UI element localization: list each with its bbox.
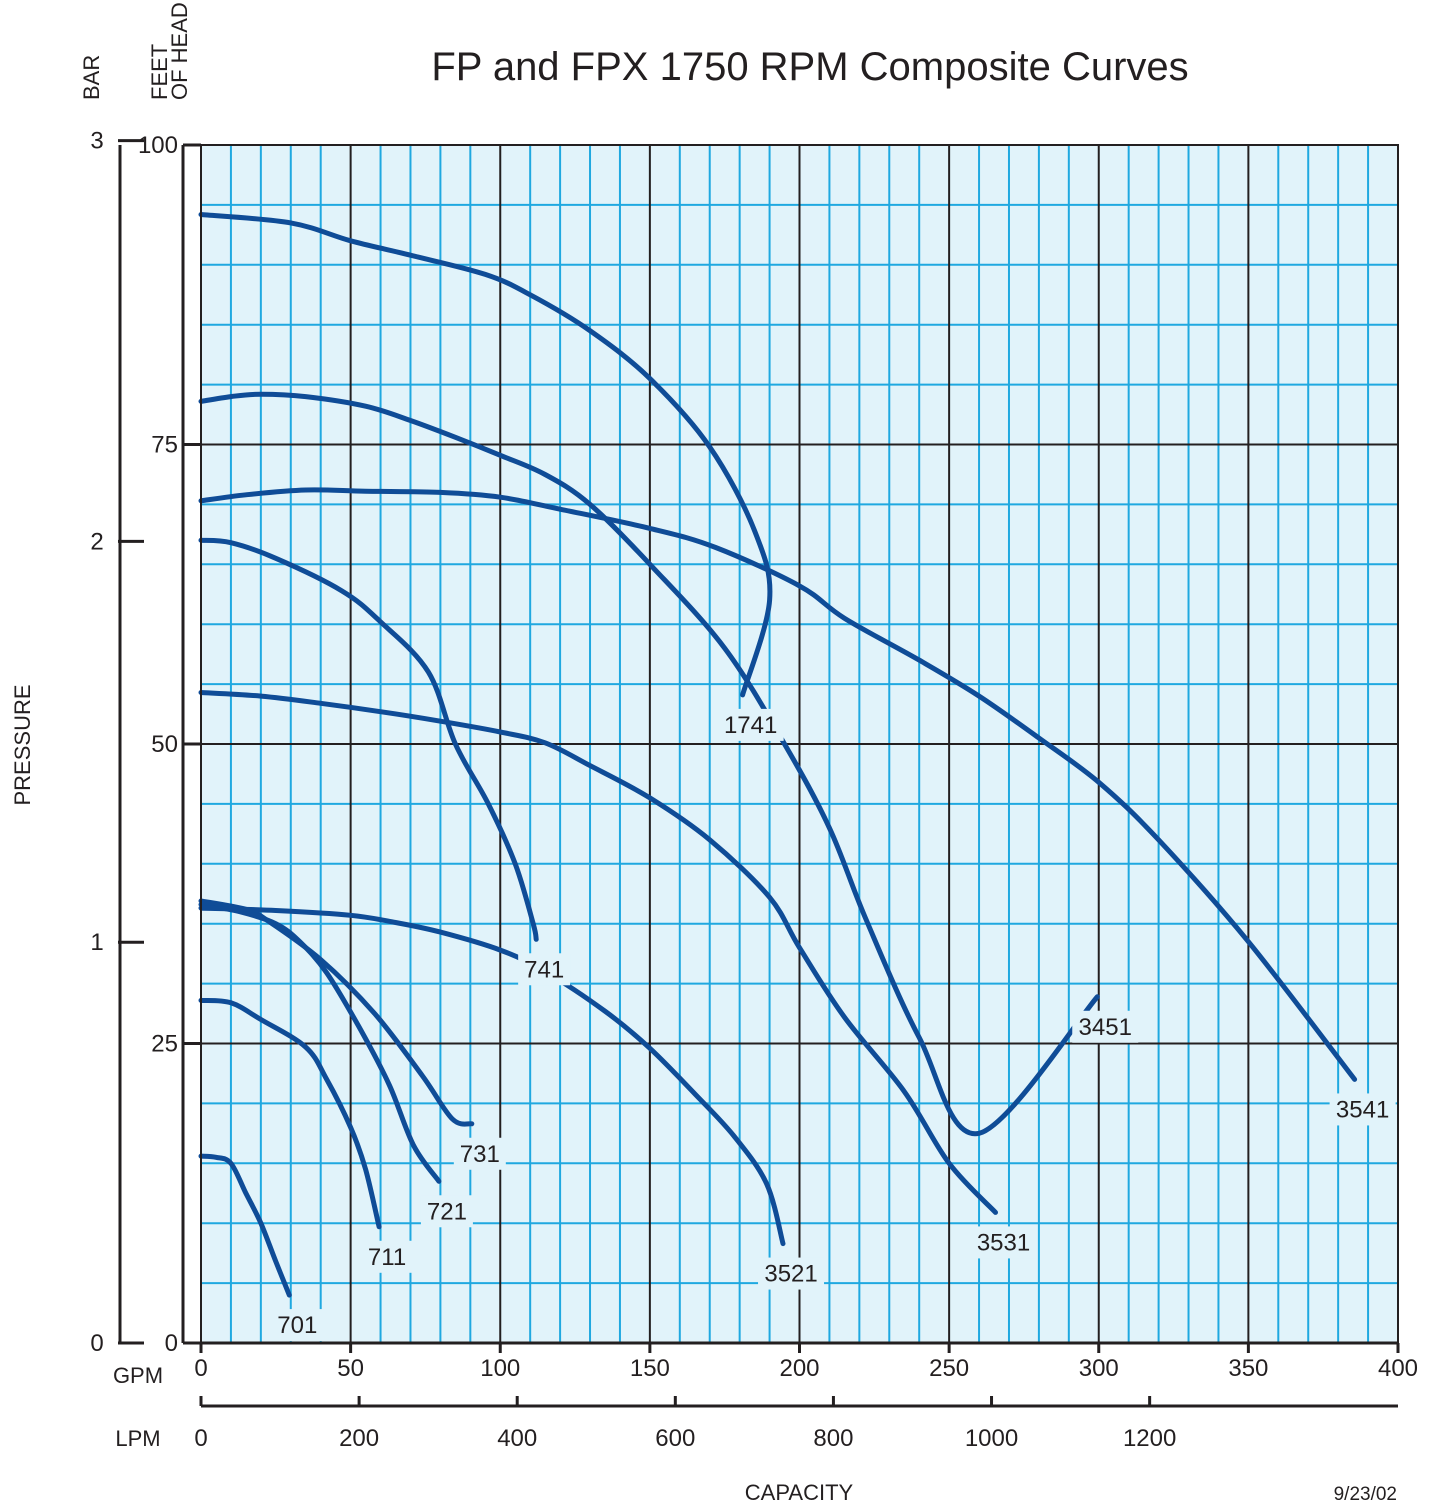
curve-label-bg — [518, 953, 571, 986]
feet-unit-label-line2: OF HEAD — [167, 2, 192, 100]
curve-3541 — [198, 487, 1358, 1082]
date-note: 9/23/02 — [1334, 1484, 1397, 1504]
curve-label-3451: 3451 — [1079, 1014, 1132, 1041]
gpm-tick-label: 300 — [1079, 1355, 1119, 1382]
lpm-tick-label: 600 — [655, 1425, 695, 1452]
curve-label-3531: 3531 — [977, 1229, 1030, 1256]
feet-tick-label: 100 — [138, 132, 178, 159]
chart-title: FP and FPX 1750 RPM Composite Curves — [431, 45, 1188, 89]
lpm-tick-label: 1000 — [965, 1425, 1018, 1452]
curve-711 — [198, 997, 382, 1230]
curve-label-bg — [453, 1137, 506, 1170]
series-lines — [198, 212, 1358, 1298]
curve-label-bg — [361, 1240, 414, 1273]
lpm-axis-unit: LPM — [115, 1426, 160, 1451]
curve-label-bg — [758, 1257, 825, 1290]
curve-721 — [198, 902, 442, 1184]
curve-1741 — [198, 212, 773, 698]
gpm-tick-label: 150 — [630, 1355, 670, 1382]
axes — [118, 139, 1400, 1408]
curve-label-721: 721 — [427, 1198, 467, 1225]
feet-unit-label-line1: FEET — [147, 44, 172, 100]
gpm-tick-label: 200 — [779, 1355, 819, 1382]
gpm-tick-label: 0 — [194, 1355, 207, 1382]
bar-tick-label: 2 — [90, 528, 103, 555]
feet-tick-label: 0 — [165, 1330, 178, 1357]
gpm-tick-label: 250 — [929, 1355, 969, 1382]
curve-3451 — [198, 391, 1100, 1137]
gpm-axis-unit: GPM — [113, 1363, 163, 1388]
gpm-tick-label: 50 — [337, 1355, 364, 1382]
curve-label-bg — [970, 1226, 1037, 1259]
lpm-tick-label: 200 — [339, 1425, 379, 1452]
series-labels: 701 711 721 731 741 1741 3451 3521 3531 3541 — [271, 708, 1396, 1342]
x-axis-label: CAPACITY — [745, 1480, 854, 1504]
lpm-tick-label: 400 — [497, 1425, 537, 1452]
curve-label-3521: 3521 — [764, 1261, 817, 1288]
curve-label-701: 701 — [277, 1312, 317, 1339]
curve-label-3541: 3541 — [1336, 1096, 1389, 1123]
curve-741 — [198, 537, 539, 942]
y-axis-label: PRESSURE — [10, 684, 35, 805]
gpm-tick-label: 400 — [1378, 1355, 1418, 1382]
curve-label-1741: 1741 — [724, 712, 777, 739]
lpm-tick-label: 0 — [194, 1425, 207, 1452]
curve-label-bg — [717, 708, 784, 741]
feet-tick-label: 50 — [151, 731, 178, 758]
feet-tick-label: 75 — [151, 432, 178, 459]
bar-unit-label: BAR — [79, 55, 104, 100]
lpm-tick-label: 1200 — [1123, 1425, 1176, 1452]
lpm-tick-label: 800 — [813, 1425, 853, 1452]
curve-label-bg — [1072, 1010, 1139, 1043]
bar-tick-label: 3 — [90, 128, 103, 155]
curve-701 — [198, 1153, 292, 1298]
curve-3531 — [198, 690, 998, 1215]
feet-tick-label: 25 — [151, 1031, 178, 1058]
bar-tick-label: 0 — [90, 1330, 103, 1357]
curve-label-bg — [1329, 1093, 1396, 1126]
curve-label-bg — [420, 1195, 473, 1228]
curve-label-731: 731 — [460, 1141, 500, 1168]
gpm-tick-label: 350 — [1228, 1355, 1268, 1382]
bar-tick-label: 1 — [90, 929, 103, 956]
curve-label-711: 711 — [368, 1244, 406, 1271]
gpm-tick-label: 100 — [480, 1355, 520, 1382]
curve-label-741: 741 — [524, 956, 564, 983]
curve-label-bg — [271, 1309, 324, 1342]
